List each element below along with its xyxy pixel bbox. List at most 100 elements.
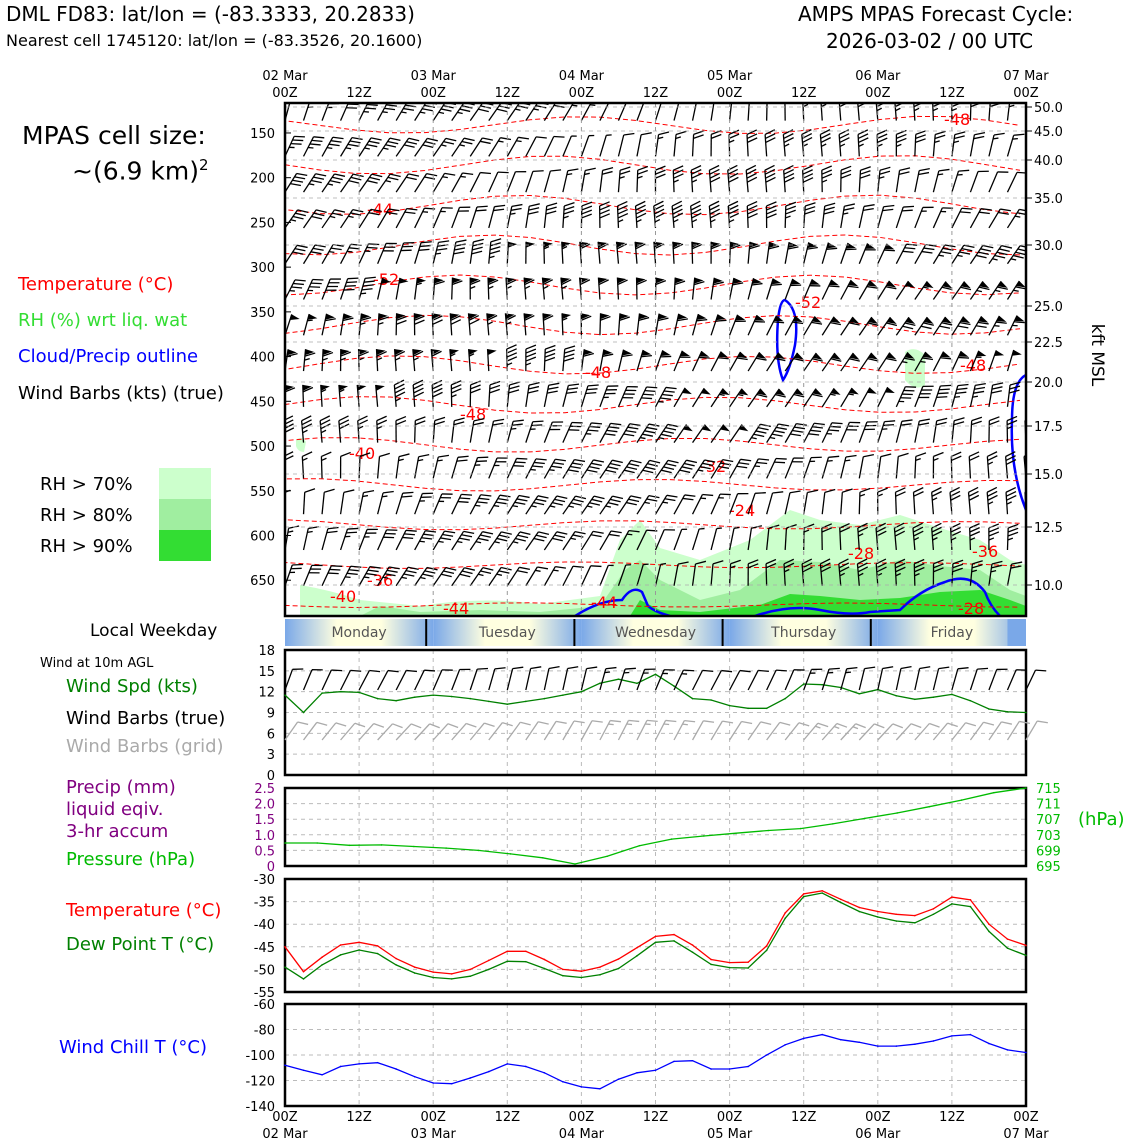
wind-barb (803, 388, 823, 408)
wind-barb (803, 202, 816, 228)
wind-barb (821, 316, 841, 336)
pressure-point (413, 845, 415, 848)
wind-barb (376, 490, 394, 515)
windchill-line-point (691, 1059, 694, 1062)
wind-barb (358, 173, 383, 193)
wind-barb (543, 421, 564, 443)
wind-barb (488, 380, 501, 407)
wind-barb (1006, 133, 1025, 157)
wind-barb (562, 720, 585, 741)
wind-barb (560, 277, 572, 300)
y-tick-label: -45 (254, 941, 275, 956)
pressure-point (574, 863, 576, 865)
wind-barb (599, 666, 617, 691)
wind-barb (377, 242, 397, 264)
pressure-line (285, 787, 1027, 865)
windchill-line-point (1025, 1051, 1027, 1054)
wind-barb (856, 558, 869, 586)
wind-barb (932, 451, 944, 479)
pressure-point (992, 791, 995, 794)
wind-barb (766, 669, 787, 691)
kft-tick-label: 30.0 (1034, 239, 1063, 254)
wind-barb (691, 103, 698, 121)
wind-barb (914, 385, 934, 408)
temperature-line-point (284, 946, 286, 948)
bottom-date-label: 02 Mar (262, 1127, 308, 1140)
cloud-outline (1010, 373, 1026, 511)
dewpoint-line-point (969, 905, 972, 908)
wind-barb (431, 313, 443, 336)
wind-barb (895, 280, 915, 300)
temperature-line-point (765, 945, 768, 947)
dewpoint-line-point (413, 972, 416, 974)
wind-barb (690, 165, 702, 193)
cloud-outline (775, 298, 798, 383)
pressure-tick-label: 699 (1036, 844, 1061, 859)
wind-barb (692, 424, 712, 443)
wind-barb (801, 129, 813, 157)
windchill-line-point (839, 1038, 842, 1041)
wind-barb (562, 201, 575, 228)
wind-speed-line-point (302, 711, 305, 714)
wind-barb (784, 352, 805, 372)
wind-barb (1006, 315, 1025, 336)
windchill-line-point (858, 1041, 861, 1044)
wind-barb (840, 352, 860, 372)
y-tick-label: -30 (254, 873, 275, 888)
wind-barb (895, 316, 916, 336)
wind-barb (691, 130, 705, 157)
wind-barb (914, 666, 931, 691)
wind-barb (285, 244, 308, 265)
wind-barb (432, 137, 457, 157)
wind-barb (469, 205, 488, 229)
wind-barb (543, 202, 558, 229)
wind-barb (803, 668, 823, 691)
wind-speed-line-point (895, 695, 898, 697)
wind-barb (821, 455, 840, 479)
wind-barb (1005, 487, 1017, 515)
wind-barb (951, 383, 969, 408)
wind-barb (932, 384, 952, 408)
forecast-cycle-title: AMPS MPAS Forecast Cycle: (798, 2, 1074, 26)
temperature-line-point (599, 966, 601, 968)
wind-barb (654, 313, 669, 336)
wind-barb (506, 136, 530, 157)
temperature-line-point (654, 935, 657, 938)
y-tick-label: 3 (267, 748, 275, 763)
wind-barb (562, 458, 586, 479)
wind-barb (692, 459, 716, 479)
kft-tick-label: 10.0 (1034, 579, 1063, 594)
wind-barb (488, 204, 506, 229)
wind-barb (432, 530, 456, 551)
pressure-point (348, 844, 351, 847)
wind-barb (654, 562, 667, 586)
wind-barb (968, 451, 980, 479)
wind-barb (819, 558, 831, 586)
wind-barb (895, 666, 912, 691)
dewpoint-line-point (469, 975, 472, 977)
dewpoint-line-point (673, 940, 675, 942)
y-tick-label: 12 (258, 686, 275, 701)
wind-barb (821, 422, 843, 443)
wind-barb (969, 523, 981, 550)
wind-barb (523, 277, 535, 300)
pressure-tick-label: 200 (250, 172, 275, 187)
wind-barb (988, 416, 1000, 443)
wind-barb (414, 723, 440, 741)
temperature-line-point (951, 896, 953, 898)
wind-barb (840, 316, 860, 336)
wind-speed-line-point (951, 693, 953, 696)
wind-barb (617, 459, 642, 479)
wind-barb (673, 528, 688, 551)
wind-barb (488, 418, 505, 443)
dewpoint-line-point (802, 895, 805, 898)
windchill-line-point (969, 1033, 972, 1036)
wind-barb (636, 495, 660, 515)
wind-barb (414, 492, 434, 515)
dewpoint-line-point (988, 930, 990, 933)
wind-barb (580, 201, 593, 228)
pressure-point (767, 829, 770, 832)
wind-barb (728, 277, 744, 300)
wind-barb (764, 164, 776, 193)
windchill-panel-frame (283, 1002, 1028, 1108)
